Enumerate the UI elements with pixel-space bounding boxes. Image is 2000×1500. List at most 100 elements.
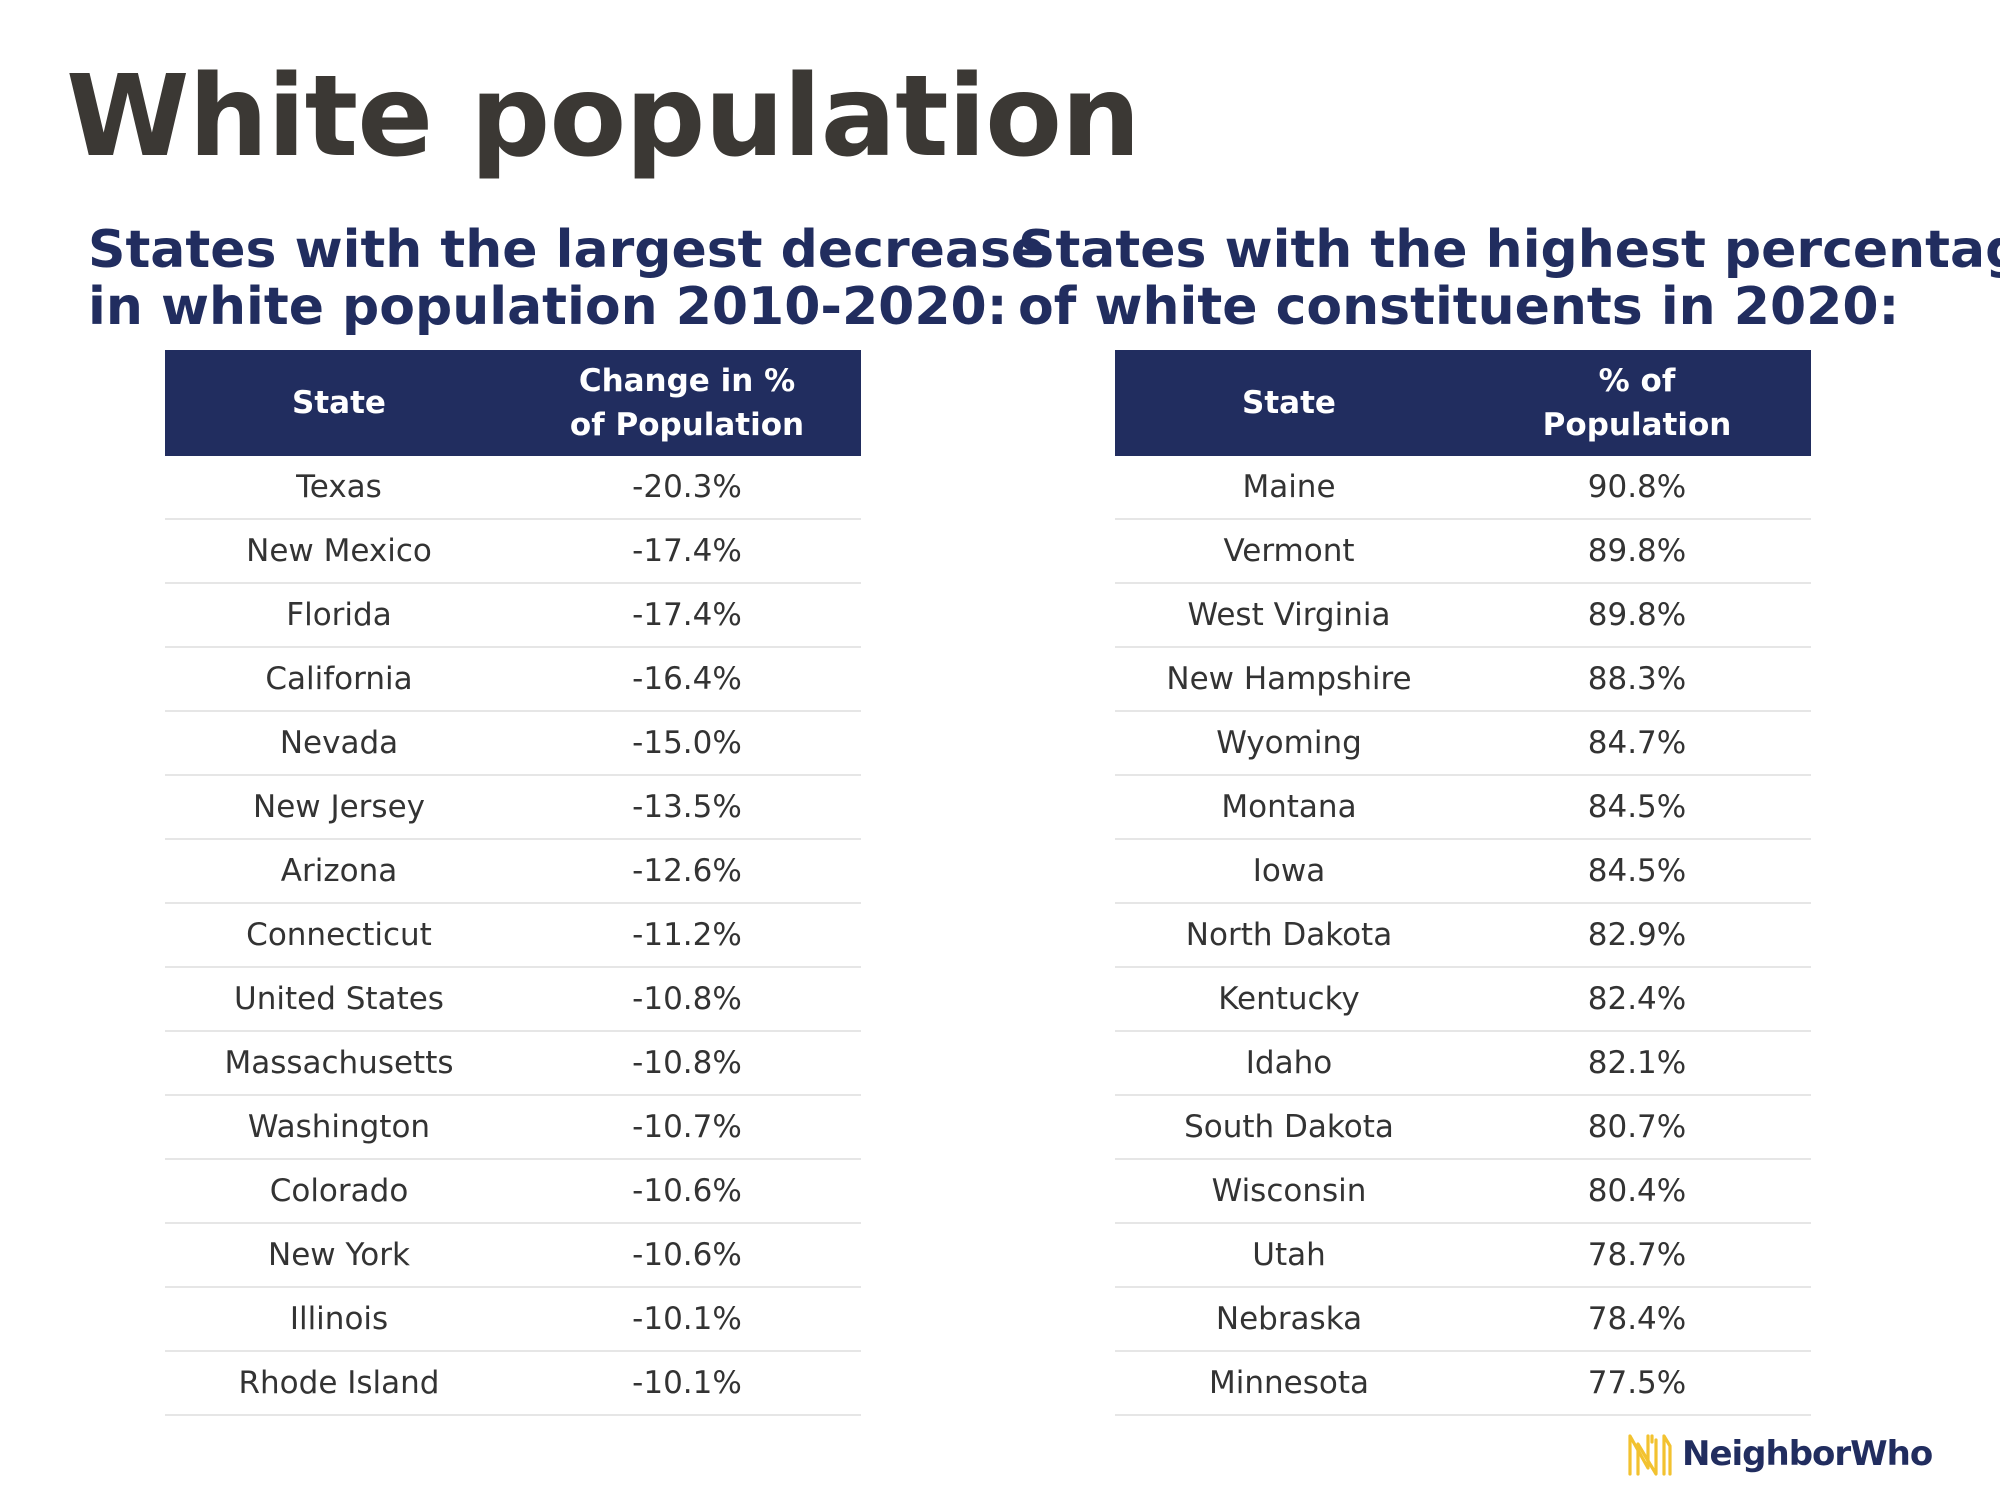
state-cell: Wyoming — [1115, 711, 1463, 776]
table-row: Florida -17.4% — [165, 583, 861, 648]
state-cell: Nevada — [165, 711, 513, 776]
table-row: North Dakota 82.9% — [1115, 903, 1811, 968]
value-cell: 82.9% — [1463, 903, 1811, 968]
table-row: Idaho 82.1% — [1115, 1031, 1811, 1096]
value-cell: -20.3% — [513, 456, 861, 520]
highest-table-heading: States with the highest percentage of wh… — [1018, 222, 2000, 336]
table-row: Minnesota 77.5% — [1115, 1351, 1811, 1416]
table-row: Iowa 84.5% — [1115, 839, 1811, 904]
header-line: Population — [1542, 407, 1732, 443]
table-row: South Dakota 80.7% — [1115, 1095, 1811, 1160]
table-row: Nevada -15.0% — [165, 711, 861, 776]
value-cell: -10.6% — [513, 1223, 861, 1288]
state-cell: United States — [165, 967, 513, 1032]
table-row: New Hampshire 88.3% — [1115, 647, 1811, 712]
value-cell: 82.4% — [1463, 967, 1811, 1032]
state-cell: South Dakota — [1115, 1095, 1463, 1160]
percent-column-header: % of Population — [1463, 350, 1811, 456]
table-row: Utah 78.7% — [1115, 1223, 1811, 1288]
table-row: Connecticut -11.2% — [165, 903, 861, 968]
table-row: New Jersey -13.5% — [165, 775, 861, 840]
state-cell: Utah — [1115, 1223, 1463, 1288]
state-cell: New York — [165, 1223, 513, 1288]
value-cell: -10.1% — [513, 1351, 861, 1416]
state-cell: Minnesota — [1115, 1351, 1463, 1416]
value-cell: 84.7% — [1463, 711, 1811, 776]
value-cell: 80.7% — [1463, 1095, 1811, 1160]
value-cell: 84.5% — [1463, 839, 1811, 904]
state-cell: Rhode Island — [165, 1351, 513, 1416]
value-cell: -10.6% — [513, 1159, 861, 1224]
table-row: Rhode Island -10.1% — [165, 1351, 861, 1416]
value-cell: -16.4% — [513, 647, 861, 712]
decrease-panel: States with the largest decrease in whit… — [88, 222, 1046, 1416]
table-row: Wisconsin 80.4% — [1115, 1159, 1811, 1224]
table-header-row: State Change in % of Population — [165, 350, 861, 456]
state-cell: New Jersey — [165, 775, 513, 840]
state-cell: Texas — [165, 456, 513, 520]
heading-line: States with the highest percentage — [1018, 220, 2000, 280]
value-cell: 89.8% — [1463, 519, 1811, 584]
state-cell: West Virginia — [1115, 583, 1463, 648]
table-row: California -16.4% — [165, 647, 861, 712]
value-cell: -10.1% — [513, 1287, 861, 1352]
value-cell: -12.6% — [513, 839, 861, 904]
state-cell: Arizona — [165, 839, 513, 904]
value-cell: -15.0% — [513, 711, 861, 776]
table-row: Vermont 89.8% — [1115, 519, 1811, 584]
value-cell: -17.4% — [513, 583, 861, 648]
highest-table-body: Maine 90.8% Vermont 89.8% West Virginia 89.8%… — [1115, 456, 1811, 1416]
table-header-row: State % of Population — [1115, 350, 1811, 456]
change-column-header: Change in % of Population — [513, 350, 861, 456]
state-column-header: State — [1115, 350, 1463, 456]
state-cell: Montana — [1115, 775, 1463, 840]
value-cell: 80.4% — [1463, 1159, 1811, 1224]
state-cell: California — [165, 647, 513, 712]
highest-table: State % of Population Maine 90.8% Vermont 8… — [1115, 350, 1811, 1416]
table-row: New Mexico -17.4% — [165, 519, 861, 584]
table-row: Massachusetts -10.8% — [165, 1031, 861, 1096]
value-cell: 82.1% — [1463, 1031, 1811, 1096]
value-cell: -13.5% — [513, 775, 861, 840]
table-row: Washington -10.7% — [165, 1095, 861, 1160]
state-cell: Colorado — [165, 1159, 513, 1224]
decrease-table-body: Texas -20.3% New Mexico -17.4% Florida -17.4%… — [165, 456, 861, 1416]
table-row: Colorado -10.6% — [165, 1159, 861, 1224]
table-row: United States -10.8% — [165, 967, 861, 1032]
nw-logo-icon — [1628, 1434, 1672, 1476]
heading-line: in white population 2010-2020: — [88, 277, 1008, 337]
value-cell: 77.5% — [1463, 1351, 1811, 1416]
value-cell: 78.7% — [1463, 1223, 1811, 1288]
table-row: New York -10.6% — [165, 1223, 861, 1288]
state-cell: Florida — [165, 583, 513, 648]
decrease-table: State Change in % of Population Texas -20… — [165, 350, 861, 1416]
value-cell: -11.2% — [513, 903, 861, 968]
header-line: State — [292, 385, 386, 421]
table-row: Texas -20.3% — [165, 456, 861, 520]
state-cell: Nebraska — [1115, 1287, 1463, 1352]
header-line: Change in % — [578, 363, 796, 399]
table-row: Wyoming 84.7% — [1115, 711, 1811, 776]
table-row: Nebraska 78.4% — [1115, 1287, 1811, 1352]
state-cell: Idaho — [1115, 1031, 1463, 1096]
table-row: Maine 90.8% — [1115, 456, 1811, 520]
header-line: % of — [1598, 363, 1676, 399]
brand-name: NeighborWho — [1682, 1434, 1933, 1474]
value-cell: 89.8% — [1463, 583, 1811, 648]
value-cell: 78.4% — [1463, 1287, 1811, 1352]
state-cell: Kentucky — [1115, 967, 1463, 1032]
page-title: White population — [66, 52, 1141, 182]
brand-logo[interactable]: NeighborWho — [1626, 1430, 1933, 1478]
value-cell: -10.8% — [513, 967, 861, 1032]
value-cell: 88.3% — [1463, 647, 1811, 712]
state-cell: Maine — [1115, 456, 1463, 520]
state-cell: North Dakota — [1115, 903, 1463, 968]
value-cell: 84.5% — [1463, 775, 1811, 840]
state-cell: Iowa — [1115, 839, 1463, 904]
table-row: Arizona -12.6% — [165, 839, 861, 904]
state-cell: New Mexico — [165, 519, 513, 584]
decrease-table-heading: States with the largest decrease in whit… — [88, 222, 1046, 336]
header-line: of Population — [569, 407, 805, 443]
state-cell: Washington — [165, 1095, 513, 1160]
table-row: West Virginia 89.8% — [1115, 583, 1811, 648]
